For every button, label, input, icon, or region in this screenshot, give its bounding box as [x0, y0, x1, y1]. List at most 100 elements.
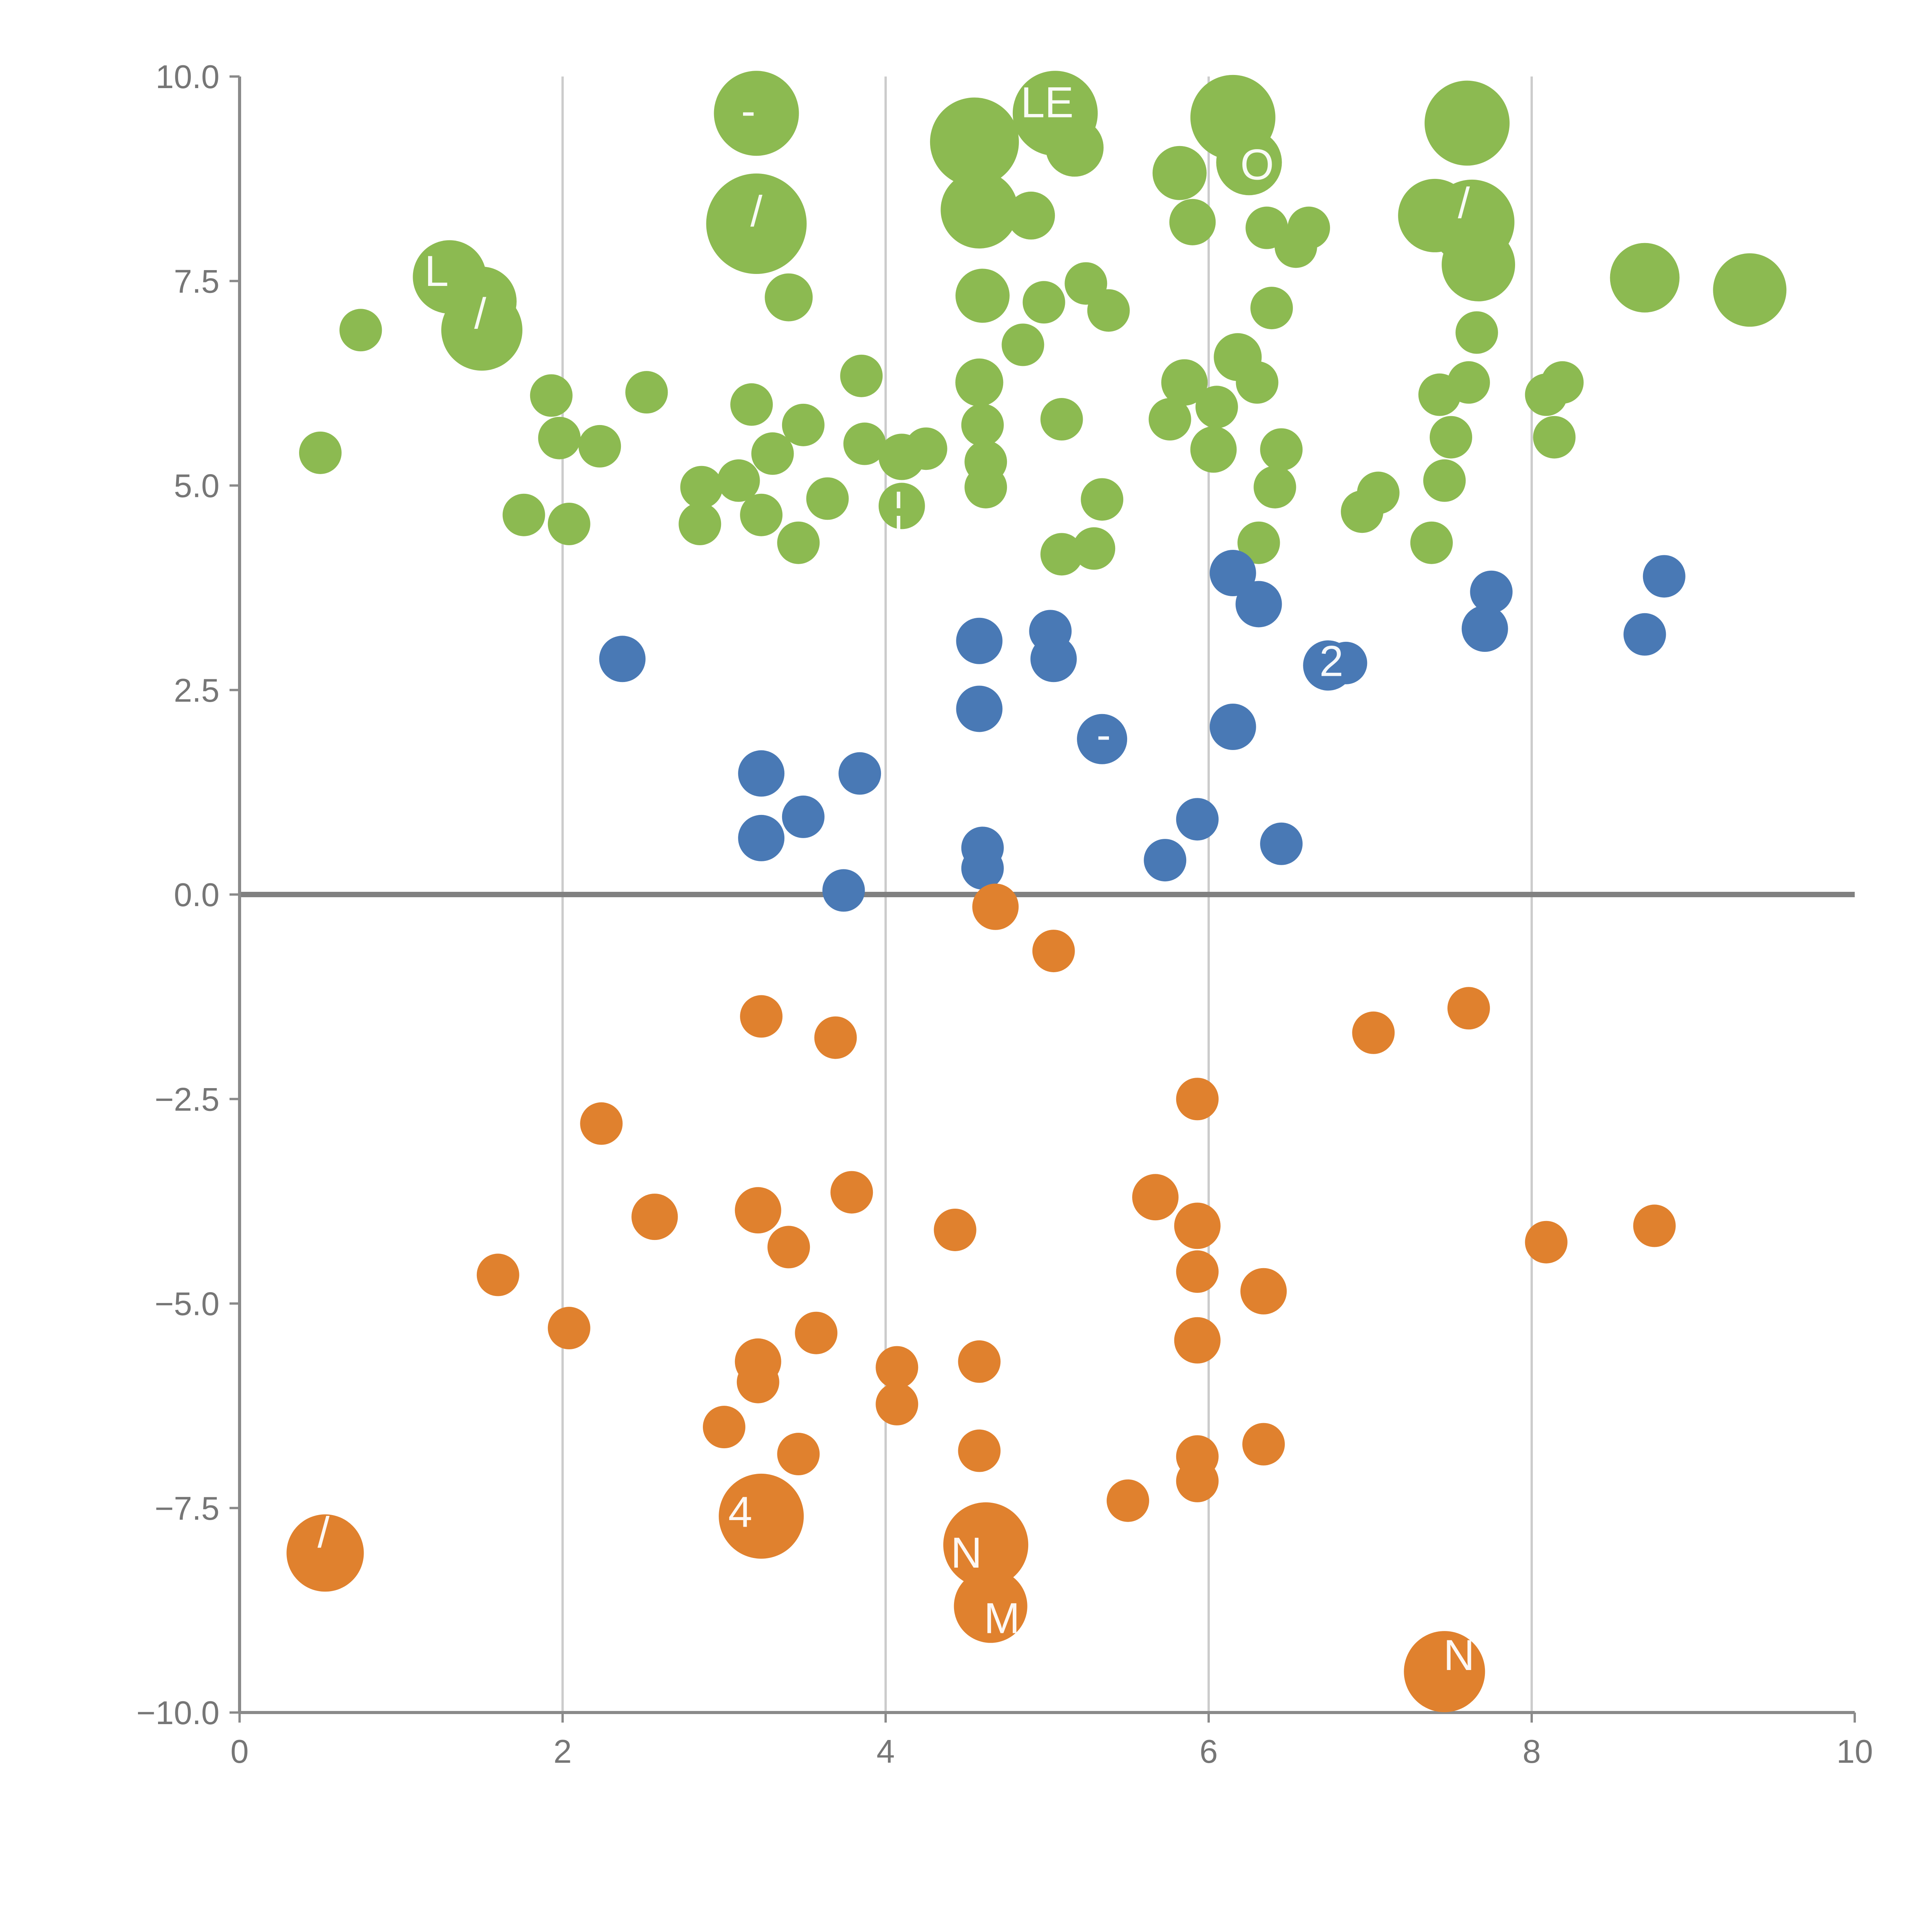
data-point-blue — [1030, 636, 1077, 682]
bubble-label: 2 — [1320, 637, 1344, 685]
x-tick-label: 2 — [553, 1733, 571, 1770]
y-tick-label: 0.0 — [174, 877, 219, 913]
data-point-orange — [1525, 1221, 1568, 1264]
data-point-orange — [814, 1016, 857, 1059]
bubble-label: / — [474, 289, 486, 338]
data-point-green — [1541, 361, 1584, 404]
data-point-green — [1216, 129, 1282, 196]
data-point-orange — [943, 1502, 1029, 1588]
data-point-green — [1237, 521, 1280, 564]
data-point-blue — [1144, 839, 1187, 882]
data-point-orange — [740, 995, 783, 1038]
data-point-green — [717, 459, 760, 502]
bubble-label: ¦ — [893, 484, 904, 532]
data-point-blue — [738, 750, 785, 797]
data-point-green — [1046, 119, 1104, 177]
data-point-blue — [961, 847, 1004, 890]
data-point-green — [806, 477, 849, 520]
data-point-green — [1424, 80, 1510, 166]
data-point-green — [1002, 323, 1044, 366]
data-point-green — [1081, 478, 1124, 521]
data-point-green — [1357, 471, 1400, 514]
data-point-green — [1253, 466, 1296, 509]
data-point-orange — [876, 1346, 918, 1389]
data-point-green — [1250, 287, 1293, 330]
data-point-blue — [1461, 605, 1508, 652]
bubble-label: M — [984, 1594, 1020, 1643]
data-point-orange — [1633, 1204, 1676, 1247]
data-point-orange — [934, 1208, 976, 1251]
data-point-green — [1455, 311, 1498, 354]
data-point-green — [905, 427, 947, 470]
data-point-green — [1260, 428, 1303, 471]
data-point-green — [625, 371, 668, 414]
data-point-green — [1442, 228, 1515, 301]
data-point-orange — [876, 1383, 918, 1425]
data-point-green — [878, 483, 925, 529]
x-tick-label: 10 — [1837, 1733, 1873, 1770]
data-point-green — [1148, 398, 1191, 441]
y-tick-label: 10.0 — [156, 59, 219, 95]
data-point-blue — [1235, 581, 1282, 628]
data-point-green — [777, 521, 820, 564]
data-point-green — [1410, 521, 1453, 564]
data-point-green — [1447, 361, 1490, 404]
data-point-green — [714, 71, 799, 156]
data-point-orange — [1174, 1317, 1221, 1364]
data-point-orange — [286, 1514, 364, 1592]
data-point-orange — [958, 1429, 1001, 1472]
data-point-orange — [972, 883, 1019, 930]
data-point-orange — [580, 1102, 623, 1145]
data-point-blue — [738, 815, 785, 861]
data-point-orange — [1176, 1078, 1219, 1121]
data-point-green — [730, 383, 773, 426]
data-point-green — [1190, 426, 1237, 473]
data-point-blue — [782, 795, 825, 838]
data-point-green — [1236, 361, 1279, 404]
bubble-label: O — [1240, 141, 1274, 189]
data-point-green — [1007, 191, 1055, 240]
data-point-orange — [476, 1253, 519, 1296]
data-point-green — [1040, 398, 1083, 441]
data-point-green — [1610, 243, 1680, 313]
data-point-orange — [1132, 1174, 1179, 1221]
data-point-green — [680, 466, 723, 509]
data-point-green — [1195, 386, 1238, 429]
y-tick-label: −5.0 — [155, 1286, 219, 1323]
data-point-green — [1713, 253, 1787, 327]
data-point-green — [961, 403, 1004, 446]
data-point-green — [1087, 289, 1130, 332]
data-point-orange — [777, 1433, 820, 1476]
y-tick-label: −2.5 — [155, 1081, 219, 1118]
data-point-blue — [1209, 550, 1256, 597]
data-point-orange — [1174, 1202, 1221, 1249]
data-point-blue — [599, 636, 646, 682]
data-point-orange — [719, 1473, 804, 1559]
data-point-green — [1533, 416, 1576, 459]
data-point-orange — [1032, 930, 1075, 973]
data-point-orange — [736, 1361, 779, 1403]
y-tick-label: −10.0 — [136, 1695, 219, 1731]
data-point-orange — [1404, 1631, 1485, 1713]
data-point-blue — [1077, 714, 1128, 764]
data-point-orange — [1352, 1011, 1395, 1054]
bubble-label: / — [318, 1508, 330, 1556]
data-point-orange — [954, 1569, 1027, 1643]
bubble-label: N — [1443, 1631, 1475, 1679]
data-point-green — [538, 417, 581, 459]
data-point-green — [1022, 281, 1065, 324]
data-point-orange — [767, 1226, 810, 1269]
data-point-green — [765, 273, 813, 321]
data-point-green — [1073, 527, 1116, 570]
data-point-blue — [1623, 613, 1666, 656]
data-point-orange — [703, 1406, 745, 1449]
data-point-green — [530, 374, 573, 417]
bubble-label: / — [1458, 179, 1470, 227]
data-point-orange — [1176, 1250, 1219, 1293]
bubble-label: - — [1097, 711, 1111, 759]
x-tick-label: 0 — [230, 1733, 248, 1770]
y-tick-label: 5.0 — [174, 468, 219, 505]
bubble-label: / — [750, 187, 763, 235]
